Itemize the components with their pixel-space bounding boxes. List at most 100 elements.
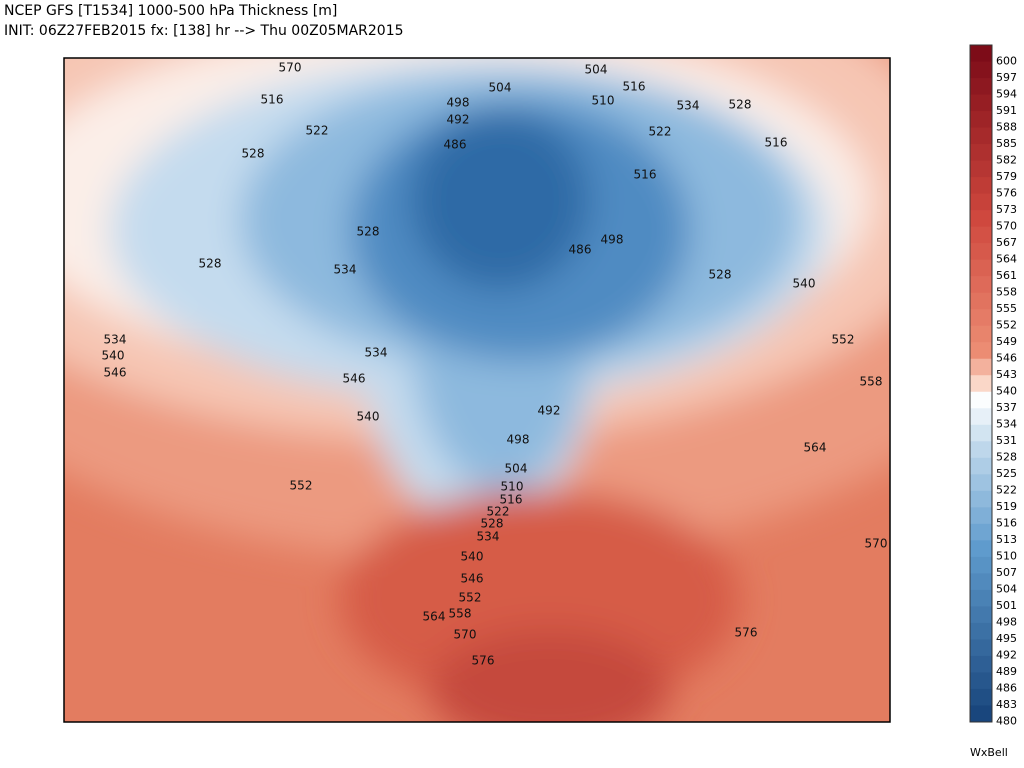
contour-label: 552	[459, 591, 482, 605]
colorbar-label: 591	[996, 104, 1017, 117]
colorbar-label: 582	[996, 153, 1017, 166]
colorbar-swatch	[970, 210, 992, 228]
colorbar-label: 549	[996, 335, 1017, 348]
contour-label: 522	[649, 125, 672, 139]
colorbar-swatch	[970, 474, 992, 492]
contour-label: 528	[709, 268, 732, 282]
colorbar-label: 597	[996, 71, 1017, 84]
colorbar-label: 567	[996, 236, 1017, 249]
colorbar-swatch	[970, 523, 992, 541]
colorbar-swatch	[970, 292, 992, 310]
colorbar-swatch	[970, 589, 992, 607]
colorbar-swatch	[970, 573, 992, 591]
colorbar-swatch	[970, 276, 992, 294]
contour-label: 528	[729, 98, 752, 112]
colorbar-frame	[969, 44, 993, 723]
colorbar-swatch	[970, 226, 992, 244]
colorbar-label: 501	[996, 599, 1017, 612]
colorbar-label: 525	[996, 467, 1017, 480]
colorbar-label: 510	[996, 550, 1017, 563]
colorbar-label: 588	[996, 120, 1017, 133]
map-frame	[63, 57, 891, 723]
colorbar-label: 600	[996, 54, 1017, 67]
colorbar-label: 561	[996, 269, 1017, 282]
contour-label: 552	[290, 479, 313, 493]
colorbar-label: 543	[996, 368, 1017, 381]
contour-label: 516	[765, 136, 788, 150]
colorbar-label: 504	[996, 583, 1017, 596]
contour-label: 522	[306, 124, 329, 138]
contour-label: 492	[447, 113, 470, 127]
contour-label: 558	[860, 375, 883, 389]
colorbar-label: 552	[996, 318, 1017, 331]
contour-label: 570	[865, 537, 888, 551]
colorbar-swatch	[970, 325, 992, 343]
colorbar-label: 585	[996, 137, 1017, 150]
colorbar-swatch	[970, 358, 992, 376]
colorbar-swatch	[970, 705, 992, 723]
map-field	[64, 58, 890, 722]
colorbar-label: 519	[996, 500, 1017, 513]
contour-label: 534	[477, 530, 500, 544]
colorbar-label: 495	[996, 632, 1017, 645]
contour-label: 528	[242, 147, 265, 161]
contour-label: 576	[472, 654, 495, 668]
colorbar-swatch	[970, 507, 992, 525]
contour-label: 576	[735, 626, 758, 640]
colorbar-label: 498	[996, 616, 1017, 629]
colorbar-swatch	[970, 655, 992, 673]
colorbar-swatch	[970, 45, 992, 63]
contour-label: 504	[505, 462, 528, 476]
colorbar-swatch	[970, 540, 992, 558]
contour-label: 516	[634, 168, 657, 182]
colorbar-swatch	[970, 688, 992, 706]
colorbar-label: 573	[996, 203, 1017, 216]
contour-label: 534	[104, 333, 127, 347]
colorbar-label: 480	[996, 715, 1017, 728]
contour-label: 504	[585, 63, 608, 77]
colorbar-swatch	[970, 111, 992, 129]
colorbar-label: 579	[996, 170, 1017, 183]
colorbar-swatch	[970, 342, 992, 360]
contour-label: 570	[279, 61, 302, 75]
colorbar-label: 570	[996, 219, 1017, 232]
contour-label: 534	[677, 99, 700, 113]
contour-label: 510	[592, 94, 615, 108]
colorbar-swatch	[970, 160, 992, 178]
colorbar-label: 546	[996, 351, 1017, 364]
contour-label: 498	[447, 96, 470, 110]
colorbar-label: 522	[996, 484, 1017, 497]
colorbar-label: 507	[996, 566, 1017, 579]
contour-label: 528	[481, 517, 504, 531]
colorbar-swatch	[970, 144, 992, 162]
contour-label: 516	[623, 80, 646, 94]
colorbar-swatch	[970, 672, 992, 690]
contour-label: 546	[343, 372, 366, 386]
colorbar-swatch	[970, 375, 992, 393]
contour-label: 516	[261, 93, 284, 107]
contour-label: 540	[102, 349, 125, 363]
colorbar-label: 537	[996, 401, 1017, 414]
contour-label: 492	[538, 404, 561, 418]
colorbar-label: 513	[996, 533, 1017, 546]
brand-logo: WxBell	[970, 746, 1008, 759]
colorbar-label: 492	[996, 649, 1017, 662]
colorbar-swatch	[970, 78, 992, 96]
colorbar-label: 534	[996, 418, 1017, 431]
colorbar-label: 558	[996, 285, 1017, 298]
contour-label: 486	[444, 138, 467, 152]
map-subtitle: INIT: 06Z27FEB2015 fx: [138] hr --> Thu …	[4, 23, 404, 39]
contour-label: 528	[357, 225, 380, 239]
colorbar-swatch	[970, 127, 992, 145]
contour-label: 528	[199, 257, 222, 271]
contour-label: 504	[489, 81, 512, 95]
colorbar-swatch	[970, 259, 992, 277]
colorbar-label: 576	[996, 186, 1017, 199]
colorbar-swatch	[970, 309, 992, 327]
map-title: NCEP GFS [T1534] 1000-500 hPa Thickness …	[4, 3, 337, 19]
contour-label: 546	[461, 572, 484, 586]
colorbar-swatch	[970, 408, 992, 426]
contour-label: 498	[601, 233, 624, 247]
colorbar-label: 594	[996, 87, 1017, 100]
